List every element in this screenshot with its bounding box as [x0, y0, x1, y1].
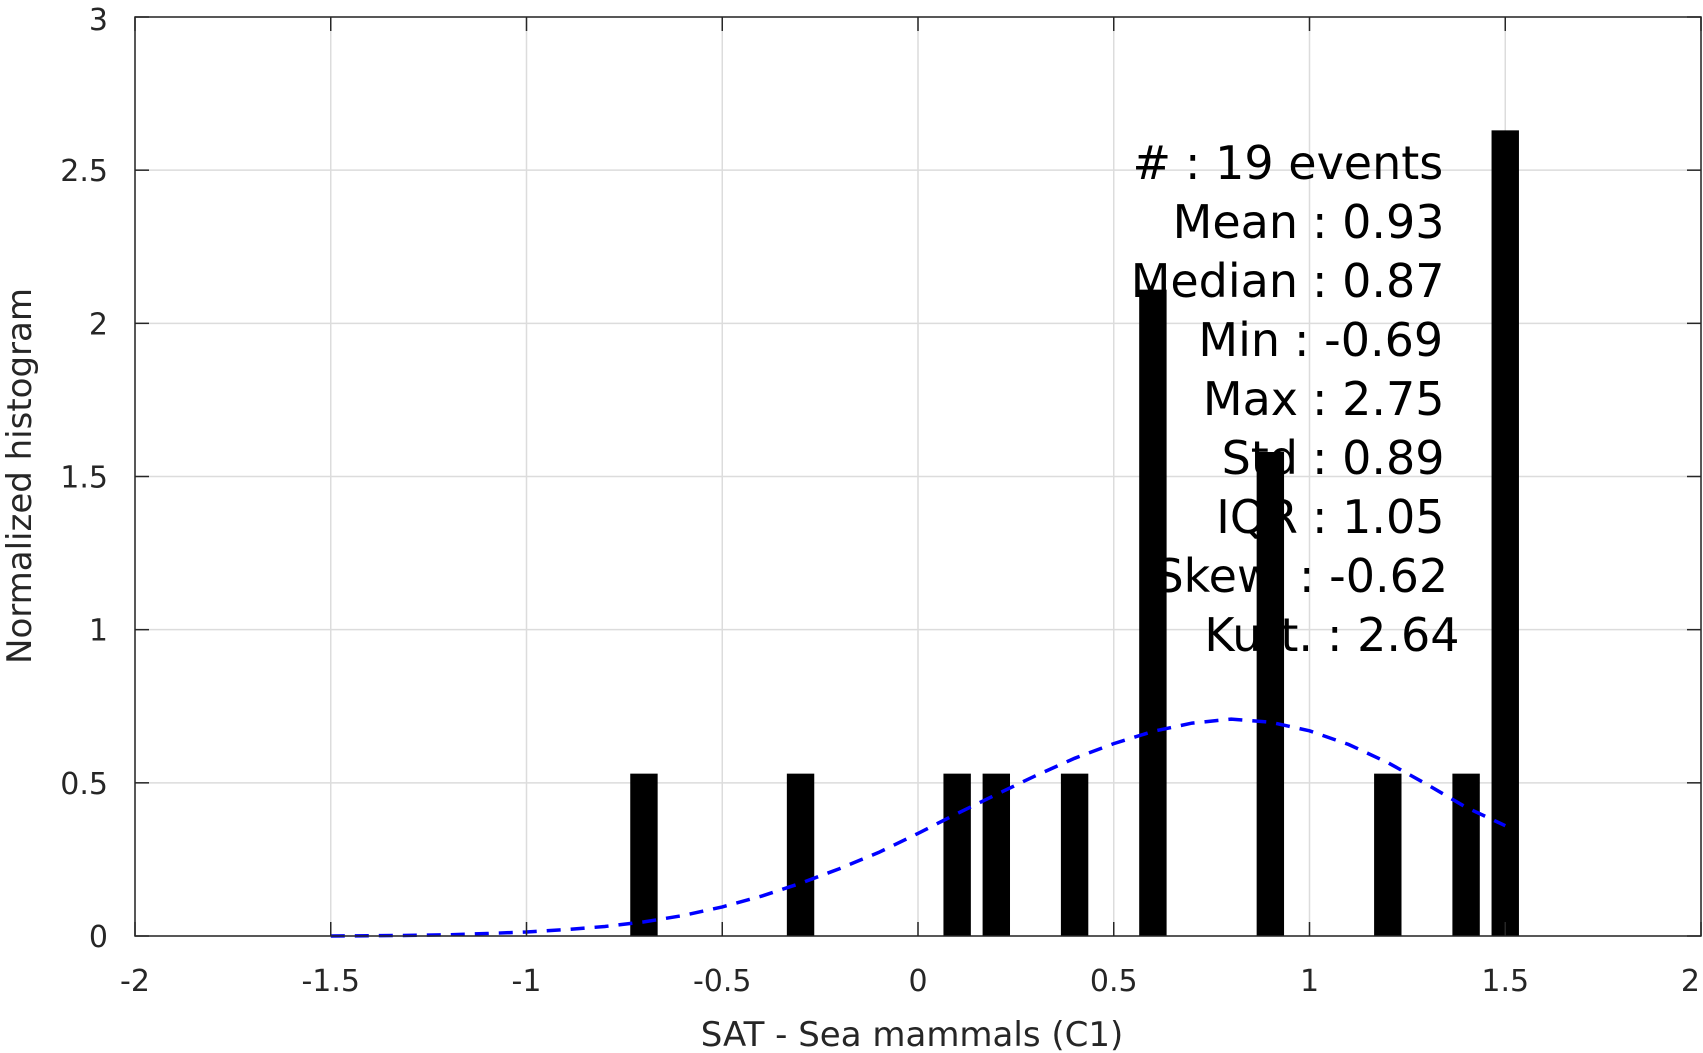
- stat-value: : -0.62: [1299, 549, 1448, 603]
- x-tick-label: 0.5: [1090, 964, 1138, 999]
- x-tick-label: 1: [1300, 964, 1319, 999]
- stat-line-4: Min : -0.69: [1198, 313, 1443, 367]
- x-tick-label: -1: [512, 964, 542, 999]
- x-tick-label: 2: [1681, 964, 1700, 999]
- stat-line-2: Mean : 0.93: [1173, 195, 1445, 249]
- x-axis-title: SAT - Sea mammals (C1): [701, 1015, 1124, 1053]
- stat-value: : 0.89: [1312, 431, 1445, 485]
- stat-value: : 2.75: [1312, 372, 1445, 426]
- y-tick-label: 1.5: [60, 461, 108, 496]
- stat-line-8: Skew. : -0.62: [1154, 549, 1448, 603]
- stat-label: #: [1132, 136, 1171, 190]
- stat-line-1: # : 19 events: [1132, 136, 1443, 190]
- y-tick-label: 1: [89, 614, 108, 649]
- histogram-bar-6: [1139, 289, 1167, 936]
- stat-label: Min: [1198, 313, 1280, 367]
- stat-value: : 2.64: [1327, 608, 1460, 662]
- histogram-bar-2: [786, 773, 815, 936]
- histogram-bar-3: [943, 773, 971, 936]
- y-tick-label: 2: [89, 307, 108, 342]
- stat-line-3: Median : 0.87: [1131, 254, 1445, 308]
- stat-line-5: Max : 2.75: [1203, 372, 1445, 426]
- histogram-bar-5: [1060, 773, 1089, 936]
- y-tick-label: 3: [89, 3, 108, 38]
- stat-label: Max: [1203, 372, 1298, 426]
- axes: [134, 16, 1702, 937]
- tick-labels: -2 -1.5 -1 -0.5 0 0.5 1 1.5 2 0 0.5 1 1.5 2 2.5 3: [60, 3, 1700, 999]
- stat-line-7: IQR : 1.05: [1216, 490, 1444, 544]
- stat-label: IQR: [1216, 490, 1298, 544]
- histogram-bar-9: [1452, 773, 1480, 936]
- histogram-bar-10: [1491, 130, 1519, 937]
- stat-line-9: Kurt. : 2.64: [1204, 608, 1459, 662]
- stat-value: : 0.87: [1312, 254, 1445, 308]
- y-axis-title: Normalized histogram: [0, 288, 40, 664]
- x-tick-label: 0: [908, 964, 927, 999]
- x-tick-label: -0.5: [693, 964, 752, 999]
- histogram-bar-7: [1256, 451, 1285, 936]
- histogram-bar-1: [630, 773, 658, 936]
- stat-value: : 19 events: [1185, 136, 1443, 190]
- y-tick-label: 2.5: [60, 154, 108, 189]
- stat-label: Mean: [1173, 195, 1298, 249]
- x-tick-label: -2: [120, 964, 150, 999]
- y-tick-label: 0.5: [60, 767, 108, 802]
- y-tick-label: 0: [89, 920, 108, 955]
- x-tick-label: 1.5: [1481, 964, 1529, 999]
- stat-label: Skew.: [1154, 549, 1285, 603]
- stat-line-6: Std : 0.89: [1222, 431, 1445, 485]
- stat-label: Median: [1131, 254, 1298, 308]
- stat-label: Std: [1222, 431, 1298, 485]
- bars: [630, 130, 1519, 937]
- histogram-bar-8: [1374, 773, 1402, 936]
- stat-value: : 0.93: [1312, 195, 1445, 249]
- x-tick-label: -1.5: [301, 964, 360, 999]
- stat-value: : -0.69: [1294, 313, 1443, 367]
- stat-value: : 1.05: [1312, 490, 1445, 544]
- stat-label: Kurt.: [1204, 608, 1313, 662]
